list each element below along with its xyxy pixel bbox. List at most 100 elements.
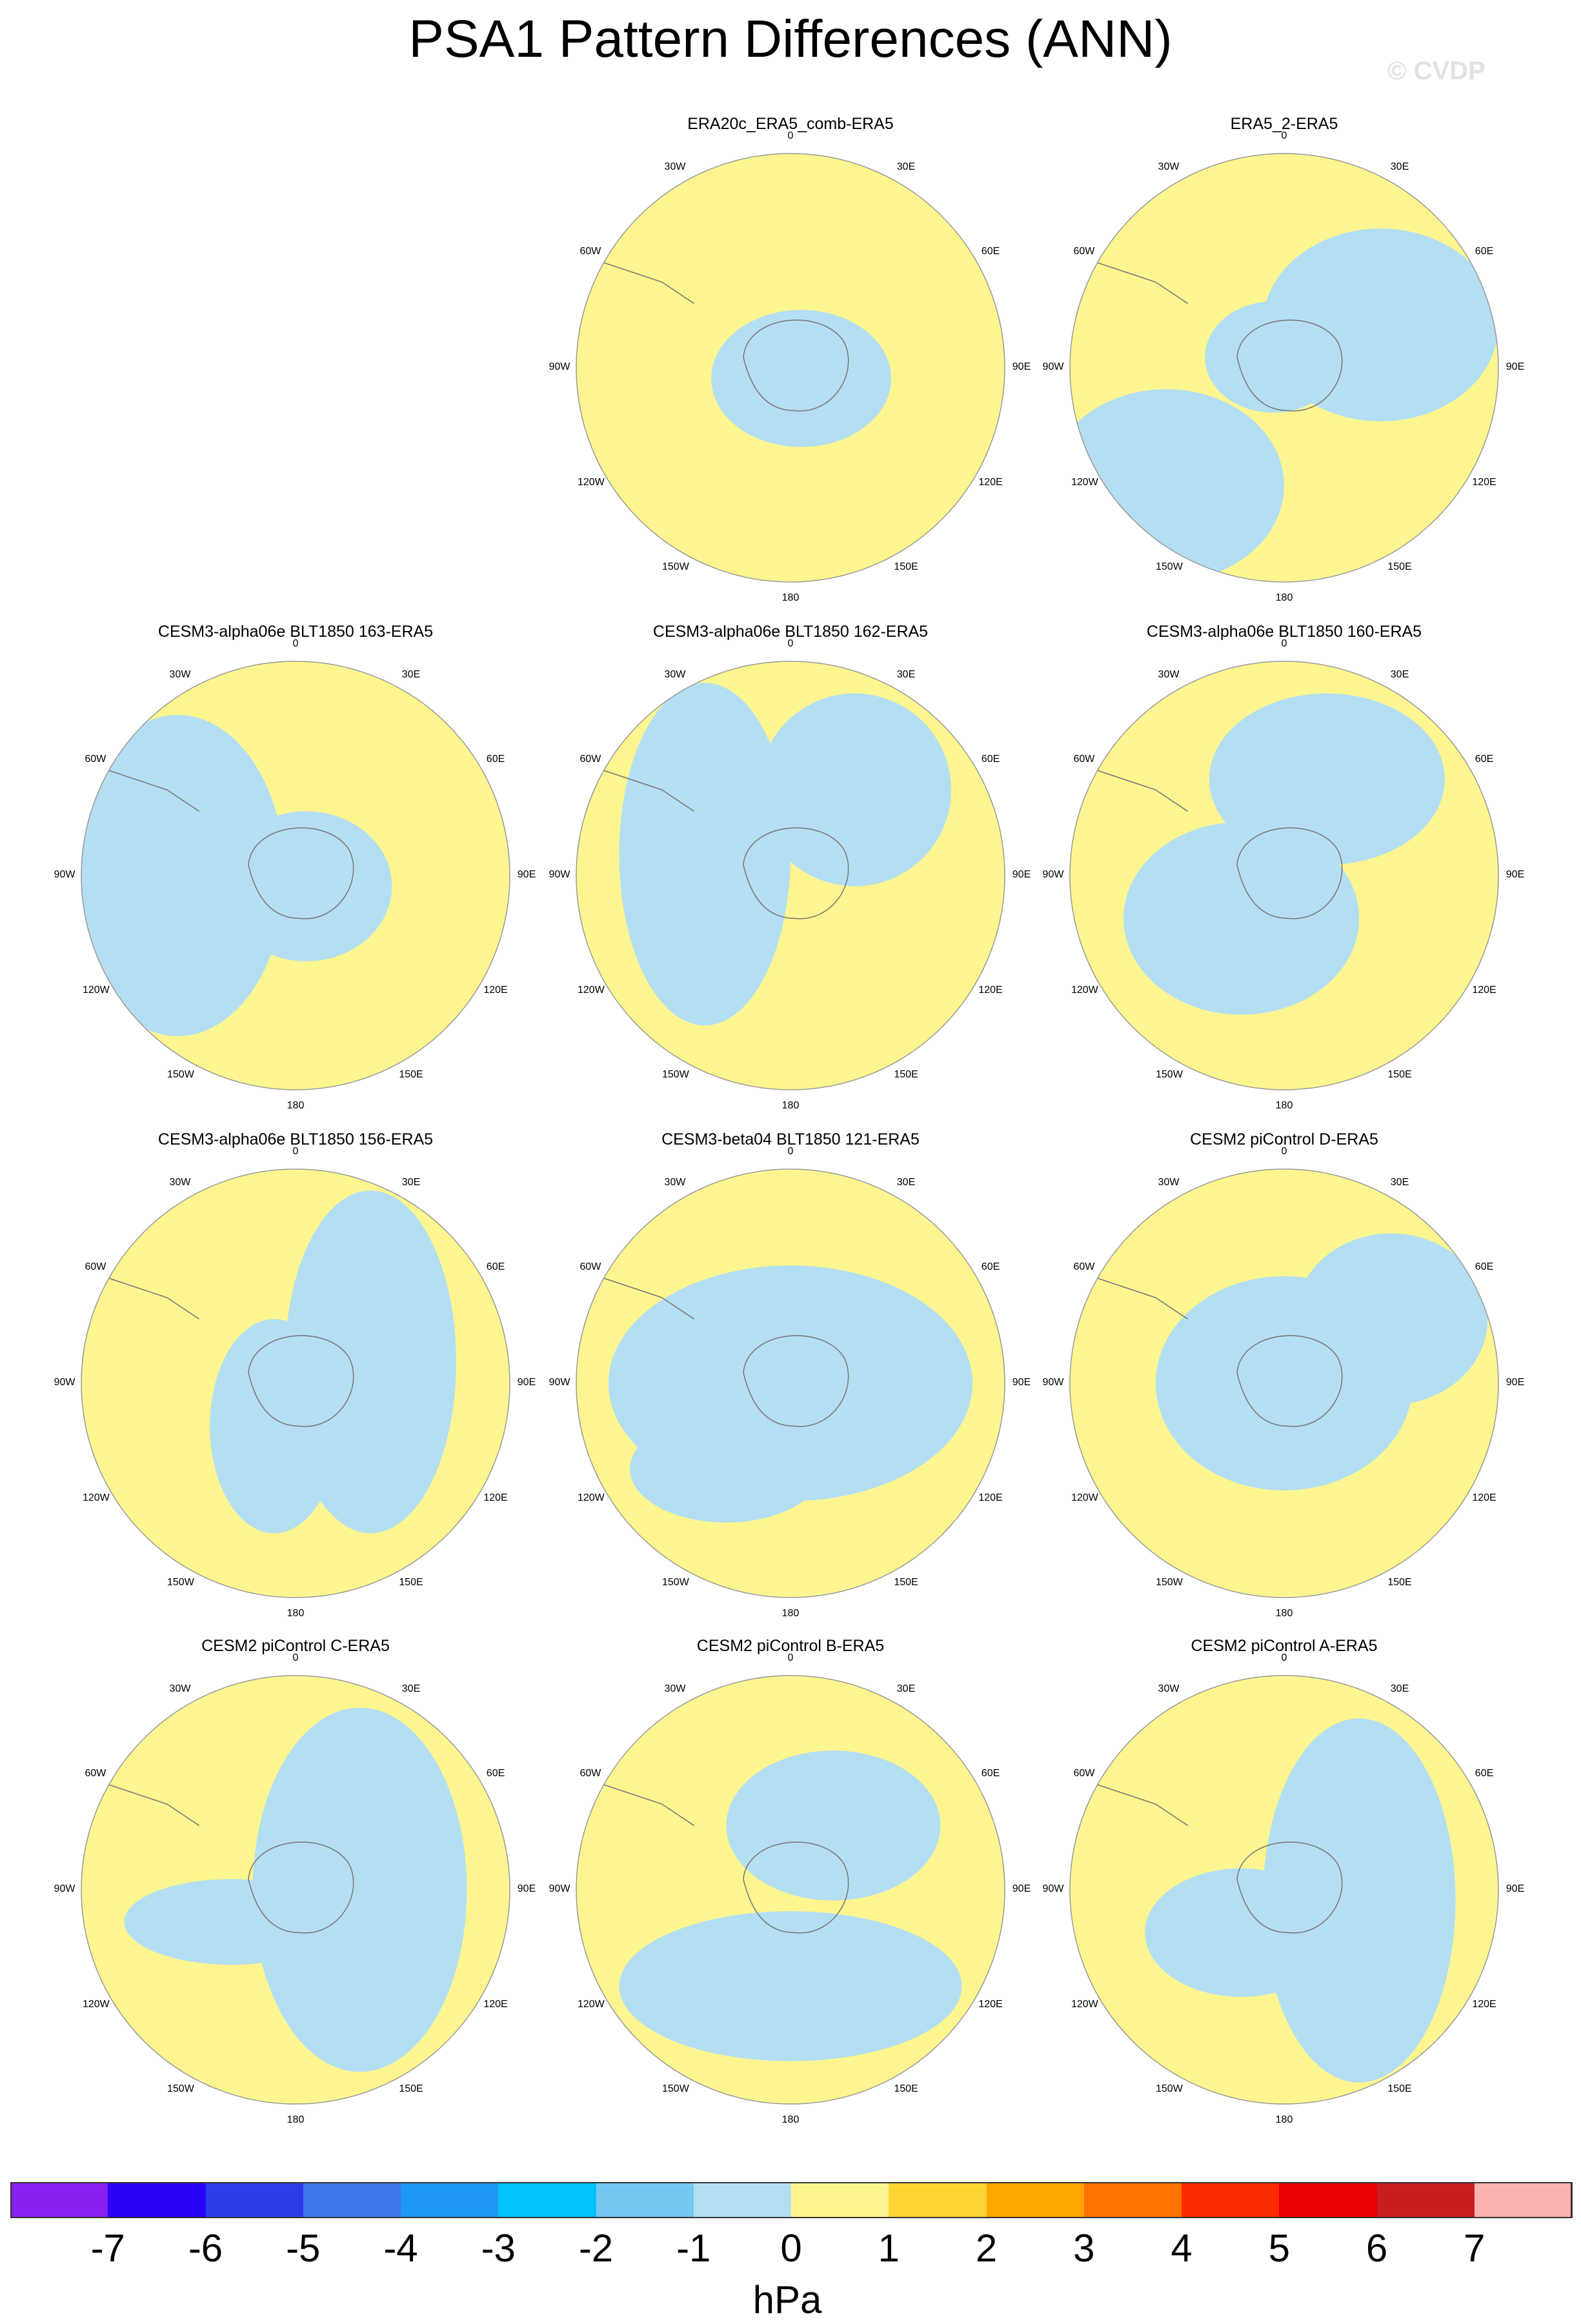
south-america-coastline [102,768,200,812]
longitude-label: 60E [1475,246,1494,257]
map-boundary [1069,1168,1499,1598]
longitude-label: 180 [287,1608,305,1619]
longitude-label: 120E [1472,985,1496,996]
longitude-label: 150E [894,1577,918,1588]
panel-title: CESM2 piControl A-ERA5 [1191,1637,1378,1655]
colorbar-swatch [791,2182,890,2218]
longitude-label: 120E [1472,477,1496,488]
map-boundary [81,1675,510,2105]
colorbar-swatch [1083,2182,1182,2218]
negative-anomaly-region [220,811,392,961]
longitude-label: 150W [662,2083,689,2095]
longitude-label: 150E [894,1069,918,1081]
longitude-label: 30E [896,1683,916,1694]
longitude-label: 120E [978,477,1003,488]
longitude-label: 30E [401,1683,421,1694]
polar-map [1069,661,1499,1090]
longitude-label: 30E [1390,668,1409,680]
longitude-label: 180 [287,2114,305,2125]
negative-anomaly-region [124,1879,339,1965]
antarctica-coastline [1236,1335,1343,1427]
longitude-label: 180 [1275,2114,1293,2125]
longitude-label: 150W [1156,1577,1183,1588]
longitude-label: 120E [978,1999,1003,2010]
south-america-coastline [1091,260,1189,305]
longitude-label: 150E [1387,1069,1412,1081]
longitude-label: 30E [401,1176,421,1188]
longitude-label: 0 [787,1652,794,1663]
panel-title: CESM3-alpha06e BLT1850 160-ERA5 [1146,623,1422,641]
longitude-label: 30W [169,1683,191,1694]
antarctica-coastline [1236,319,1343,412]
colorbar-swatch [889,2182,987,2218]
longitude-label: 90E [517,869,536,880]
longitude-label: 120W [1071,477,1098,488]
panel-title: CESM3-alpha06e BLT1850 163-ERA5 [157,623,434,641]
south-america-coastline [597,1782,695,1827]
longitude-label: 150E [399,1577,423,1588]
colorbar-tick-label: 7 [1464,2227,1485,2270]
panel-title: CESM2 piControl D-ERA5 [1190,1130,1378,1148]
longitude-label: 180 [1275,1608,1293,1619]
longitude-label: 30W [664,161,686,172]
longitude-label: 150W [167,1577,194,1588]
cvdp-watermark: © CVDP [1387,57,1485,85]
panel-title: CESM3-beta04 BLT1850 121-ERA5 [661,1130,920,1148]
negative-anomaly-region [210,1319,339,1534]
colorbar-tick-label: -4 [383,2227,418,2270]
longitude-label: 150W [1156,2083,1183,2095]
longitude-label: 30W [1158,1683,1180,1694]
polar-map [81,661,510,1090]
longitude-label: 120E [978,1492,1003,1503]
longitude-label: 60W [579,754,601,765]
colorbar-swatch [108,2182,206,2218]
longitude-label: 150W [662,1577,689,1588]
longitude-label: 60E [486,754,505,765]
longitude-label: 150W [167,1069,194,1081]
colorbar-tick-label: -6 [188,2227,223,2270]
map-boundary [576,1168,1005,1598]
longitude-label: 90W [1042,869,1064,880]
south-america-coastline [102,1276,200,1320]
longitude-label: 0 [292,1146,299,1157]
longitude-label: 30W [169,1176,191,1188]
map-boundary [576,153,1005,583]
longitude-label: 60E [1475,1261,1494,1272]
longitude-label: 90W [549,869,570,880]
longitude-label: 90E [1505,869,1525,880]
longitude-label: 150E [894,2083,918,2095]
longitude-label: 0 [1281,1146,1287,1157]
longitude-label: 120W [82,1492,110,1503]
longitude-label: 90W [54,869,76,880]
negative-anomaly-region [630,1415,823,1523]
longitude-label: 180 [1275,592,1293,603]
longitude-label: 120E [978,985,1003,996]
map-boundary [1069,661,1499,1090]
longitude-label: 90E [1012,1883,1031,1894]
longitude-label: 0 [787,638,794,649]
longitude-label: 0 [292,1652,299,1663]
longitude-label: 30E [896,161,916,172]
longitude-label: 150E [1387,2083,1412,2095]
longitude-label: 0 [1281,130,1287,141]
negative-anomaly-region [711,310,892,447]
longitude-label: 150W [662,561,689,573]
negative-anomaly-region [1262,1718,1456,2083]
longitude-label: 0 [1281,638,1287,649]
longitude-label: 60W [85,1261,106,1272]
longitude-label: 90W [1042,1377,1064,1388]
south-america-coastline [597,1276,695,1320]
map-boundary [81,1168,510,1598]
longitude-label: 180 [287,1100,305,1111]
map-boundary [81,661,510,1090]
longitude-label: 180 [1275,1100,1293,1111]
colorbar-swatch [1376,2182,1475,2218]
longitude-label: 60W [1073,246,1095,257]
panel-title: CESM2 piControl B-ERA5 [696,1637,885,1655]
longitude-label: 120W [577,985,605,996]
antarctica-coastline [743,1841,849,1934]
panel-title: ERA5_2-ERA5 [1230,115,1338,133]
negative-anomaly-region [726,1750,941,1901]
longitude-label: 90E [517,1883,536,1894]
antarctica-coastline [1236,1841,1343,1934]
